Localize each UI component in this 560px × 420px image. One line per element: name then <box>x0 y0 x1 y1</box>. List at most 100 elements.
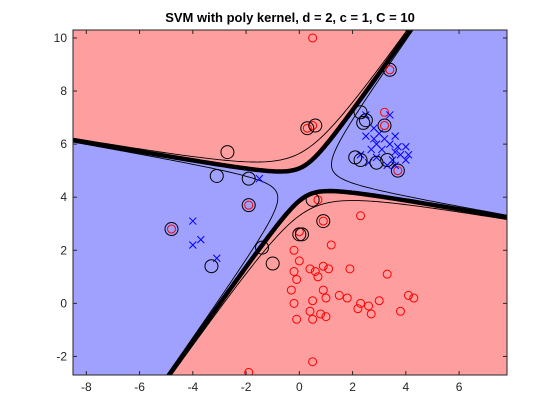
decision-region-cell <box>469 58 474 63</box>
decision-region-cell <box>237 58 242 63</box>
decision-region-cell <box>501 158 506 163</box>
decision-region-cell <box>381 58 386 63</box>
decision-region-cell <box>221 166 226 171</box>
decision-region-cell <box>493 154 498 159</box>
decision-region-cell <box>229 194 234 199</box>
decision-region-cell <box>309 70 314 75</box>
decision-region-cell <box>497 142 502 147</box>
decision-region-cell <box>273 106 278 111</box>
decision-region-cell <box>361 178 366 183</box>
decision-region-cell <box>129 158 134 163</box>
decision-region-cell <box>213 74 218 79</box>
decision-region-cell <box>181 194 186 199</box>
decision-region-cell <box>365 202 370 207</box>
decision-region-cell <box>161 42 166 47</box>
decision-region-cell <box>489 166 494 171</box>
decision-region-cell <box>413 186 418 191</box>
decision-region-cell <box>293 66 298 71</box>
decision-region-cell <box>145 134 150 139</box>
decision-region-cell <box>341 34 346 39</box>
decision-region-cell <box>105 78 110 83</box>
decision-region-cell <box>265 50 270 55</box>
decision-region-cell <box>341 42 346 47</box>
decision-region-cell <box>101 66 106 71</box>
decision-region-cell <box>173 34 178 39</box>
decision-region-cell <box>453 106 458 111</box>
decision-region-cell <box>445 82 450 87</box>
decision-region-cell <box>297 42 302 47</box>
decision-region-cell <box>129 174 134 179</box>
decision-region-cell <box>209 114 214 119</box>
decision-region-cell <box>121 30 126 35</box>
decision-region-cell <box>177 166 182 171</box>
decision-region-cell <box>89 42 94 47</box>
decision-region-cell <box>413 58 418 63</box>
decision-region-cell <box>317 122 322 127</box>
decision-region-cell <box>249 102 254 107</box>
decision-region-cell <box>289 202 294 207</box>
decision-region-cell <box>145 42 150 47</box>
decision-region-cell <box>317 86 322 91</box>
decision-region-cell <box>485 62 490 67</box>
decision-region-cell <box>165 90 170 95</box>
decision-region-cell <box>201 78 206 83</box>
decision-region-cell <box>141 122 146 127</box>
decision-region-cell <box>293 206 298 211</box>
decision-region-cell <box>405 118 410 123</box>
decision-region-cell <box>197 82 202 87</box>
decision-region-cell <box>141 194 146 199</box>
decision-region-cell <box>205 130 210 135</box>
decision-region-cell <box>377 206 382 211</box>
decision-region-cell <box>477 46 482 51</box>
decision-region-cell <box>169 86 174 91</box>
decision-region-cell <box>301 54 306 59</box>
decision-region-cell <box>173 90 178 95</box>
decision-region-cell <box>149 206 154 211</box>
decision-region-cell <box>113 66 118 71</box>
decision-region-cell <box>401 166 406 171</box>
decision-region-cell <box>473 42 478 47</box>
decision-region-cell <box>333 50 338 55</box>
decision-region-cell <box>229 110 234 115</box>
decision-region-cell <box>149 54 154 59</box>
decision-region-cell <box>433 102 438 107</box>
decision-region-cell <box>381 190 386 195</box>
decision-region-cell <box>133 126 138 131</box>
decision-region-cell <box>345 162 350 167</box>
decision-region-cell <box>473 62 478 67</box>
decision-region-cell <box>413 166 418 171</box>
decision-region-cell <box>477 70 482 75</box>
decision-region-cell <box>413 114 418 119</box>
decision-region-cell <box>329 142 334 147</box>
decision-region-cell <box>161 30 166 35</box>
decision-region-cell <box>237 38 242 43</box>
decision-region-cell <box>485 106 490 111</box>
decision-region-cell <box>421 58 426 63</box>
decision-region-cell <box>209 54 214 59</box>
decision-region-cell <box>313 62 318 67</box>
decision-region-cell <box>461 146 466 151</box>
decision-region-cell <box>277 118 282 123</box>
decision-region-cell <box>217 138 222 143</box>
decision-region-cell <box>369 34 374 39</box>
decision-region-cell <box>333 102 338 107</box>
decision-region-cell <box>305 154 310 159</box>
decision-region-cell <box>277 58 282 63</box>
decision-region-cell <box>205 158 210 163</box>
decision-region-cell <box>137 182 142 187</box>
decision-region-cell <box>385 146 390 151</box>
decision-region-cell <box>277 154 282 159</box>
decision-region-cell <box>261 34 266 39</box>
decision-region-cell <box>277 150 282 155</box>
decision-region-cell <box>153 162 158 167</box>
decision-region-cell <box>249 194 254 199</box>
decision-region-cell <box>421 90 426 95</box>
decision-region-cell <box>305 70 310 75</box>
decision-region-cell <box>117 198 122 203</box>
decision-region-cell <box>253 98 258 103</box>
decision-region-cell <box>165 78 170 83</box>
decision-region-cell <box>205 166 210 171</box>
decision-region-cell <box>345 98 350 103</box>
decision-region-cell <box>185 42 190 47</box>
decision-region-cell <box>165 50 170 55</box>
